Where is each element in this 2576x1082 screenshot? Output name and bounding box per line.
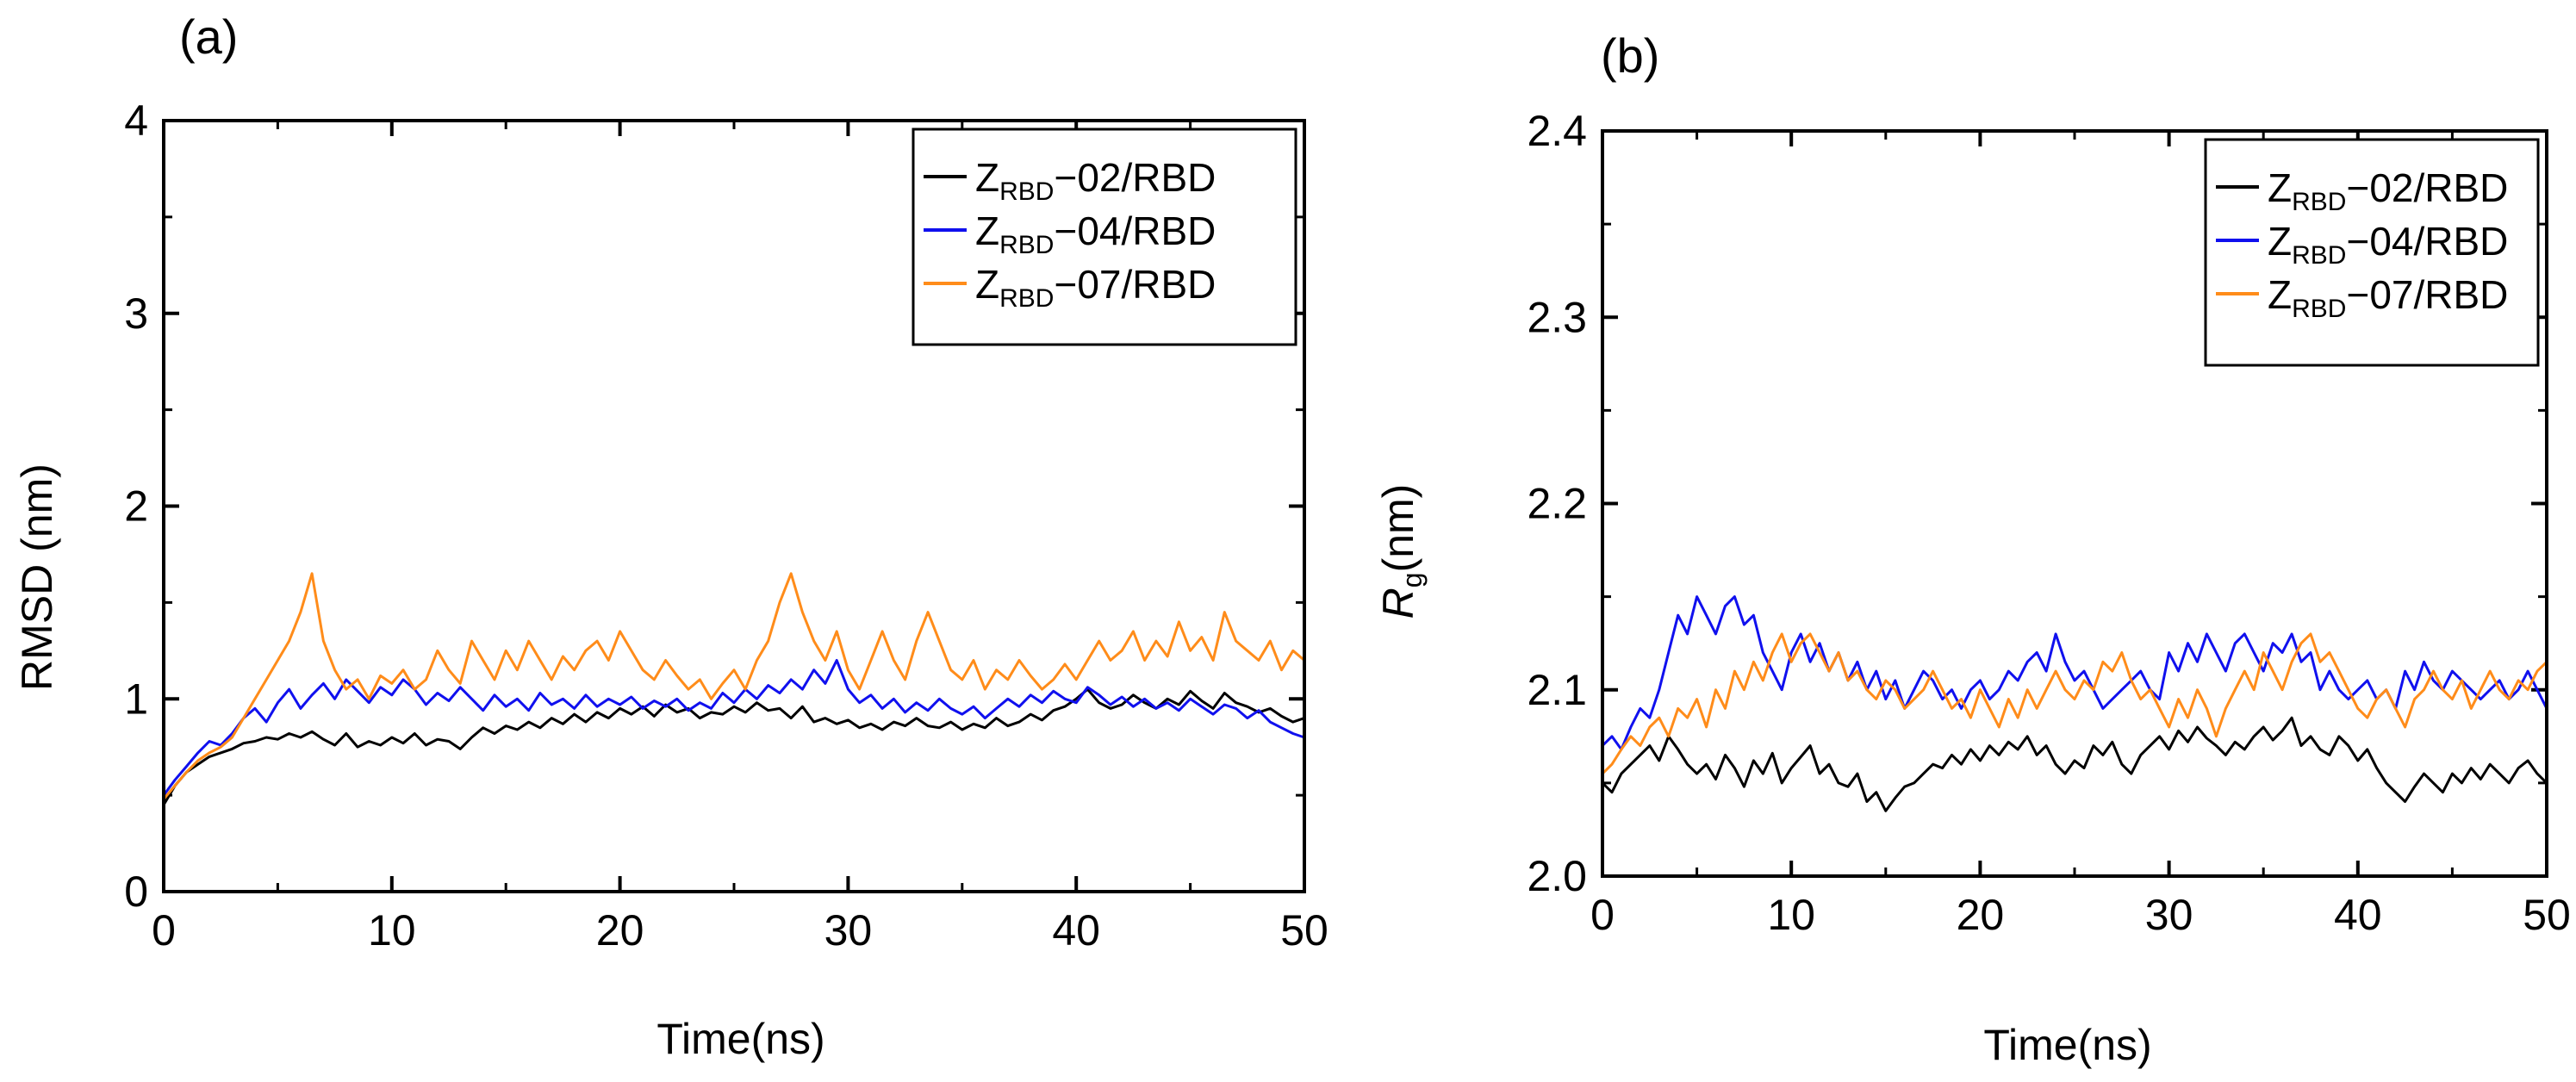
x-tick-label: 50 [2523,891,2571,939]
legend-label-z04: ZRBD−04/RBD [2268,219,2508,270]
chart-panel-a: (a) Time(ns) RMSD (nm) 0 10 20 30 40 5001234 … [13,9,1328,1063]
x-tick-label: 0 [1590,891,1615,939]
y-axis-label-a: RMSD (nm) [13,463,61,691]
x-axis-label-b: Time(ns) [1983,1021,2151,1069]
y-tick-label: 2 [124,482,148,531]
y-tick-label: 2.2 [1527,480,1587,528]
series-line-z07-b [1601,632,2548,775]
panel-label-a: (a) [179,9,238,64]
y-tick-label: 1 [124,675,148,723]
series-line-z07-a [162,572,1305,800]
x-tick-label: 30 [2145,891,2193,939]
y-tick-label: 4 [124,96,148,145]
y-tick-label: 2.3 [1527,293,1587,341]
x-tick-label: 20 [1957,891,2005,939]
x-tick-label: 10 [1767,891,1815,939]
legend-label-z07: ZRBD−07/RBD [2268,272,2508,323]
legend-label-z04: ZRBD−04/RBD [975,208,1216,259]
y-axis-label-b-sub: g [1397,572,1428,588]
x-tick-label: 50 [1280,906,1328,955]
legend-label-z02: ZRBD−02/RBD [2268,165,2508,216]
legend-box-a [912,127,1297,346]
series-line-z02-a [162,687,1305,806]
x-tick-label: 40 [2334,891,2382,939]
x-tick-label: 0 [152,906,176,955]
series-line-z02-b [1601,716,2548,812]
y-axis-label-b: Rg(nm) [1374,484,1428,619]
legend-label-z02: ZRBD−02/RBD [975,155,1216,206]
y-tick-label: 0 [124,867,148,916]
y-axis-label-b-main: R [1374,588,1422,619]
legend-box-b [2204,138,2540,367]
y-tick-label: 3 [124,289,148,338]
plot-frame-b [1601,129,2548,878]
series-layer-b [1601,595,2548,812]
x-tick-label: 40 [1052,906,1100,955]
y-tick-label: 2.1 [1527,666,1587,714]
y-tick-label: 2.0 [1527,852,1587,900]
axis-ticks-a: 0 10 20 30 40 50 0 1 2 3 4 [124,96,1328,955]
series-line-z04-a [162,659,1305,796]
chart-panel-b: (b) Time(ns) Rg(nm) 0 10 20 30 40 50 2.0 2.1 2.2… [1374,28,2571,1069]
series-layer-a [162,572,1305,806]
x-axis-label-a: Time(ns) [656,1015,824,1063]
y-tick-label: 2.4 [1527,107,1587,155]
x-tick-label: 10 [368,906,416,955]
x-tick-label: 30 [824,906,873,955]
y-axis-label-b-rest: (nm) [1374,484,1422,573]
plot-frame-a [162,119,1306,893]
legend-label-z07: ZRBD−07/RBD [975,262,1216,313]
panel-label-b: (b) [1601,28,1659,83]
x-tick-label: 20 [596,906,644,955]
